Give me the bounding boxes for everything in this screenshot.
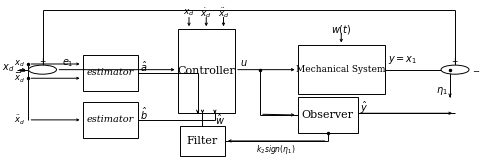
Circle shape [28, 65, 56, 74]
Bar [298, 45, 385, 94]
Text: Mechanical System: Mechanical System [296, 65, 386, 74]
Bar [180, 126, 225, 156]
Text: Observer: Observer [302, 110, 354, 120]
Text: $w(t)$: $w(t)$ [331, 23, 351, 36]
Text: $\hat{b}$: $\hat{b}$ [140, 105, 147, 122]
Text: $-$: $-$ [472, 66, 480, 74]
Text: $y = x_1$: $y = x_1$ [388, 54, 417, 66]
Bar [82, 102, 138, 138]
Bar [82, 55, 138, 91]
Text: estimator: estimator [86, 68, 134, 77]
Text: $\hat{w}$: $\hat{w}$ [215, 113, 225, 127]
Text: $\hat{y}$: $\hat{y}$ [360, 100, 368, 116]
Text: $x_d$: $x_d$ [2, 62, 14, 74]
Text: $\dot{x}_d$: $\dot{x}_d$ [200, 6, 212, 20]
Circle shape [441, 65, 469, 74]
Text: estimator: estimator [86, 115, 134, 124]
Text: $e_1$: $e_1$ [62, 57, 73, 69]
Text: Controller: Controller [178, 66, 235, 76]
Text: $k_2 sign(\eta_1)$: $k_2 sign(\eta_1)$ [256, 143, 296, 156]
Text: $+$: $+$ [38, 56, 46, 66]
Text: Filter: Filter [187, 136, 218, 146]
Text: $\ddot{x}_d$: $\ddot{x}_d$ [218, 6, 230, 20]
Bar [298, 97, 358, 133]
Text: $\ddot{x}_d$: $\ddot{x}_d$ [14, 113, 25, 127]
Text: $\hat{a}$: $\hat{a}$ [140, 59, 147, 74]
Text: $x_d$: $x_d$ [14, 59, 25, 69]
Text: $+$: $+$ [451, 56, 459, 66]
Text: $u$: $u$ [240, 58, 248, 68]
Text: $\dot{x}_d$: $\dot{x}_d$ [14, 72, 25, 85]
Text: $-$: $-$ [18, 66, 26, 74]
Bar [178, 29, 235, 113]
Text: $x_d$: $x_d$ [183, 8, 195, 18]
Text: $-$: $-$ [14, 68, 22, 76]
Text: $\eta_1$: $\eta_1$ [436, 85, 448, 97]
